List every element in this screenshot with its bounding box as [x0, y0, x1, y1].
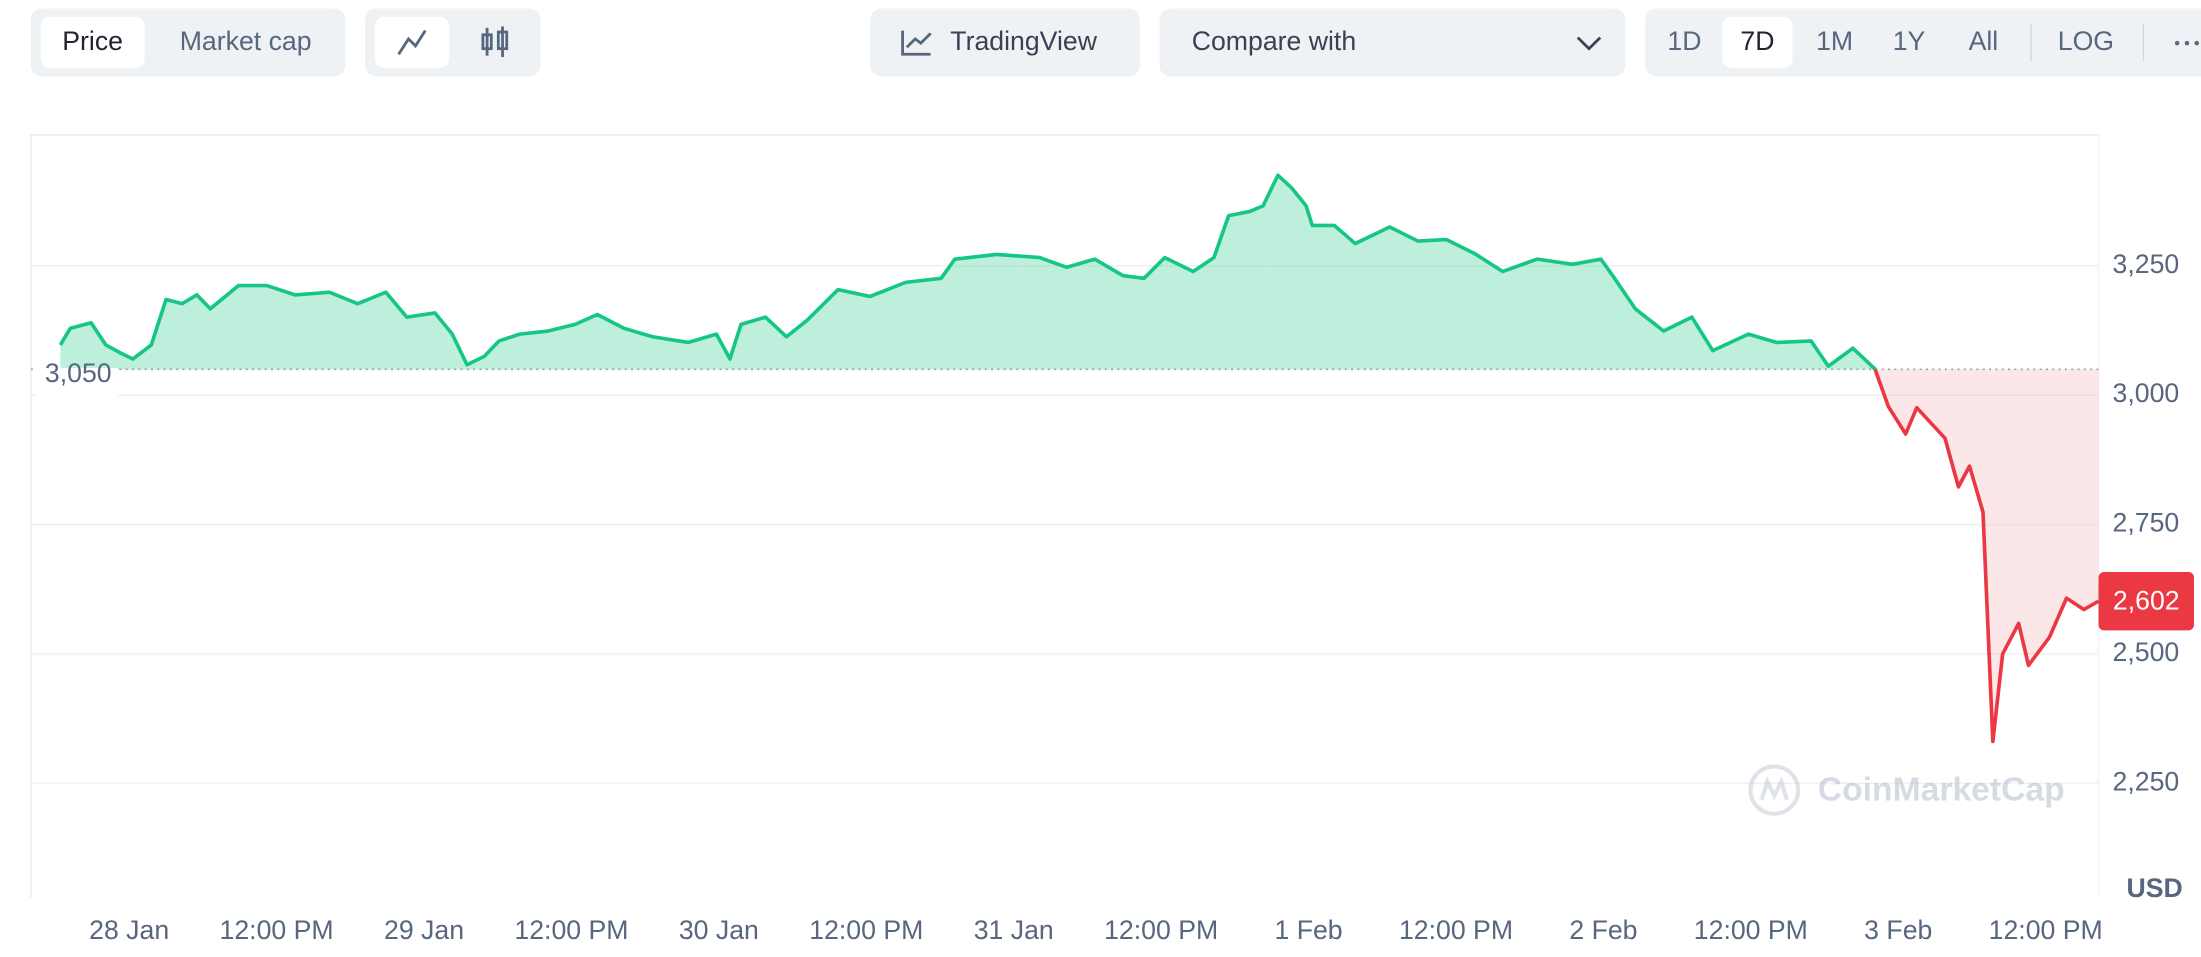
candle-icon[interactable] [481, 26, 509, 58]
tradingview-label: TradingView [950, 26, 1098, 56]
tab-selected [40, 16, 145, 69]
currency-label: USD [2126, 873, 2182, 903]
plot [30, 173, 2100, 744]
range-7d[interactable]: 7D [1740, 26, 1774, 56]
price-line [58, 173, 2100, 744]
area [60, 175, 2099, 742]
tab-market-cap[interactable]: Market cap [180, 26, 312, 56]
baseline-label-bg [36, 367, 118, 399]
chevron [1576, 36, 1602, 51]
range-1m[interactable]: 1M [1816, 26, 1853, 56]
x-tick-label: 2 Feb [1569, 915, 1637, 945]
x-tick-label: 12:00 PM [1694, 915, 1808, 945]
range-1d[interactable]: 1D [1667, 26, 1701, 56]
x-tick-label: 31 Jan [974, 915, 1054, 945]
compare-label: Compare with [1192, 26, 1356, 56]
range-selected [1722, 16, 1793, 69]
x-tick-label: 12:00 PM [220, 915, 334, 945]
x-tick-label: 12:00 PM [1989, 915, 2103, 945]
compare-dropdown[interactable] [1159, 8, 1626, 77]
tradingview-button[interactable] [870, 8, 1140, 77]
y-tick-label: 3,000 [2113, 378, 2180, 408]
baseline-label: 3,050 [45, 358, 112, 388]
more-menu[interactable] [2174, 40, 2200, 46]
x-tick-label: 12:00 PM [809, 915, 923, 945]
x-tick-label: 3 Feb [1864, 915, 1932, 945]
x-tick-label: 28 Jan [89, 915, 169, 945]
x-tick-label: 30 Jan [679, 915, 759, 945]
x-tick-label: 12:00 PM [1399, 915, 1513, 945]
range-all[interactable]: All [1969, 26, 1999, 56]
tab-price[interactable]: Price [62, 26, 123, 56]
y-tick-label: 2,750 [2113, 508, 2180, 538]
y-tick-label: 2,250 [2113, 766, 2180, 796]
range-1y[interactable]: 1Y [1893, 26, 1926, 56]
x-tick-label: 12:00 PM [514, 915, 628, 945]
x-tick-label: 29 Jan [384, 915, 464, 945]
x-tick-label: 12:00 PM [1104, 915, 1218, 945]
log-toggle[interactable]: LOG [2058, 26, 2114, 56]
tv-icon [901, 30, 931, 56]
watermark [1748, 764, 1801, 816]
labels: 2,250 2,500 2,750 3,000 3,250 28 Jan 12:00 PM 2… [36, 249, 2194, 945]
y-tick-label: 3,250 [2113, 249, 2180, 279]
last-price-label: 2,602 [2113, 586, 2180, 616]
y-tick-label: 2,500 [2113, 637, 2180, 667]
x-tick-label: 1 Feb [1274, 915, 1342, 945]
grid [30, 265, 2099, 785]
last-price-bg [2098, 571, 2194, 631]
tv-icon [905, 32, 932, 49]
watermark-text: CoinMarketCap [1818, 771, 2065, 808]
line-icon [397, 29, 427, 55]
